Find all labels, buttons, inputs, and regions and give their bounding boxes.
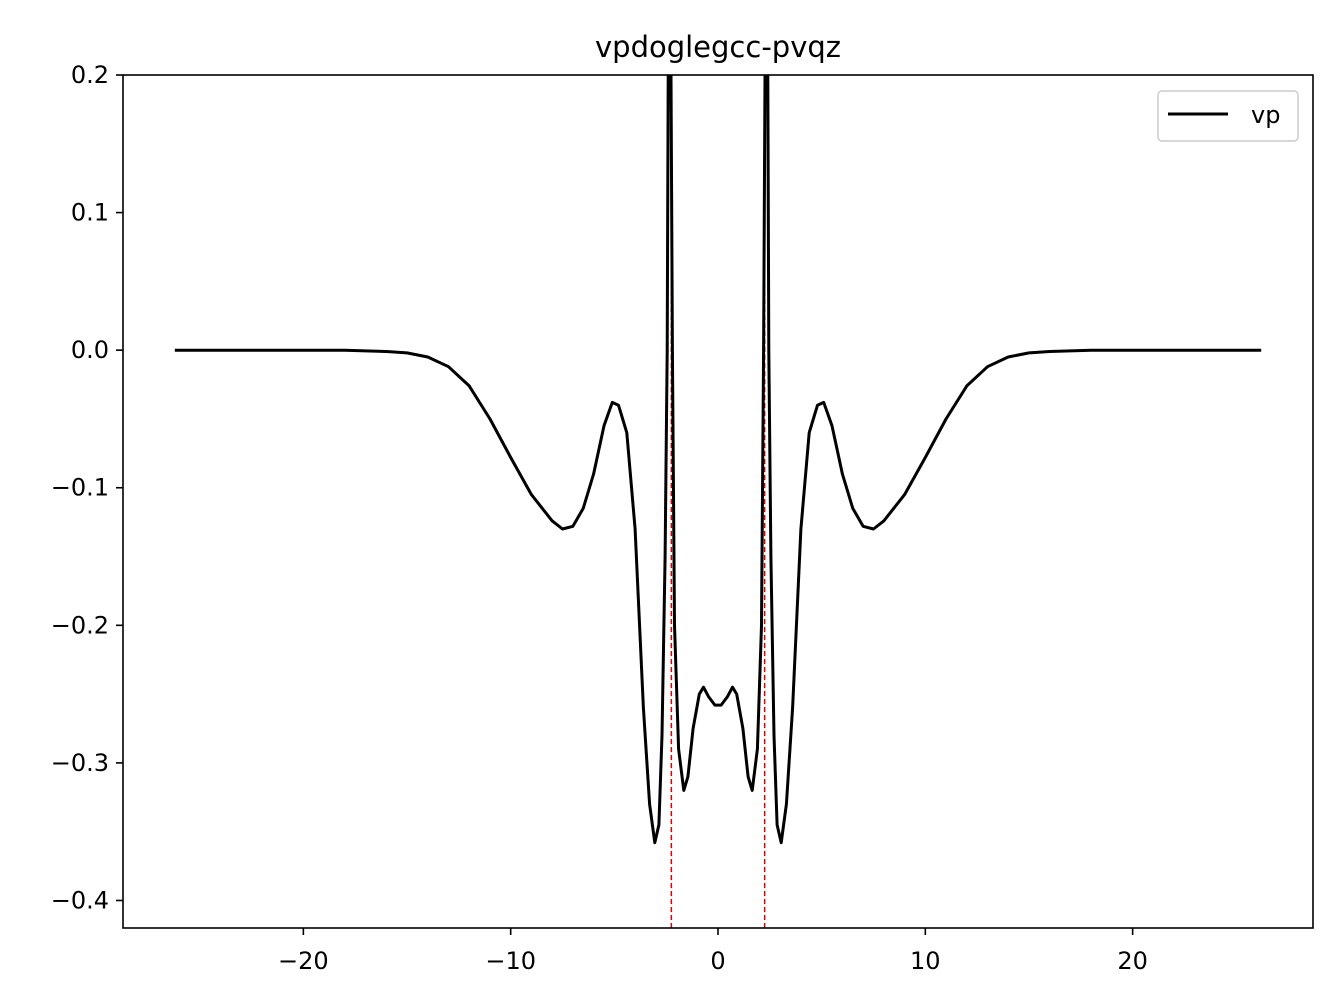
- plot-frame: [122, 74, 1314, 929]
- legend-box: [1157, 90, 1299, 142]
- x-tick-label: 10: [910, 947, 941, 975]
- legend: vp: [1157, 90, 1299, 142]
- y-tick-label: 0.0: [71, 336, 109, 364]
- y-tick-label: 0.1: [71, 199, 109, 227]
- y-tick-label: −0.4: [51, 886, 109, 914]
- y-tick-label: −0.1: [51, 474, 109, 502]
- series-line-vp: [174, 75, 1262, 845]
- y-tick-label: −0.3: [51, 749, 109, 777]
- x-tick-label: 20: [1117, 947, 1148, 975]
- chart-title: vpdoglegcc-pvqz: [595, 30, 841, 64]
- x-tick-label: −10: [485, 947, 536, 975]
- x-tick-label: −20: [278, 947, 329, 975]
- x-tick-label: 0: [710, 947, 725, 975]
- y-tick-label: 0.2: [71, 61, 109, 89]
- legend-label-vp: vp: [1251, 101, 1280, 129]
- y-tick-label: −0.2: [51, 611, 109, 639]
